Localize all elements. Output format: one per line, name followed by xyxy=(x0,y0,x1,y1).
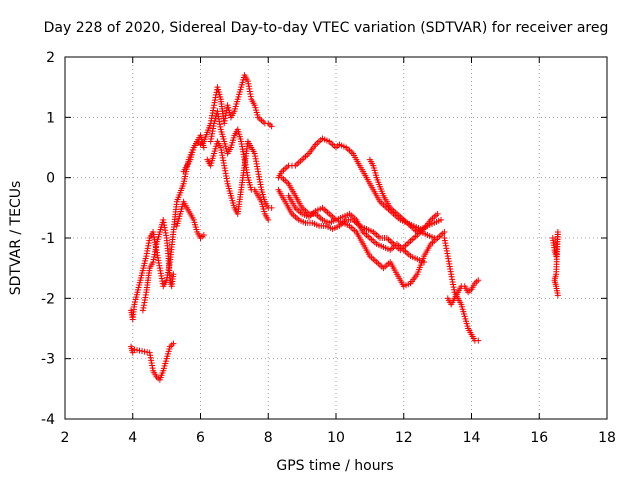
data-point xyxy=(268,123,275,130)
chart-title: Day 228 of 2020, Sidereal Day-to-day VTE… xyxy=(44,20,609,36)
y-tick-label: -1 xyxy=(41,231,55,247)
x-tick-label: 14 xyxy=(463,430,481,446)
data-point xyxy=(434,210,441,217)
x-tick-label: 2 xyxy=(61,430,70,446)
x-tick-label: 18 xyxy=(598,430,616,446)
data-point xyxy=(421,259,428,266)
plot-frame xyxy=(64,56,608,420)
x-tick-label: 6 xyxy=(196,430,205,446)
y-tick-label: 1 xyxy=(46,110,55,126)
y-tick-label: 2 xyxy=(46,50,55,66)
data-point xyxy=(170,340,177,347)
y-tick-label: -2 xyxy=(41,291,55,307)
data-point xyxy=(438,216,445,223)
y-axis-label: SDTVAR / TECUs xyxy=(8,181,24,296)
data-point xyxy=(441,228,448,235)
data-point xyxy=(265,216,272,223)
data-point xyxy=(268,204,275,211)
data-points xyxy=(128,72,561,383)
x-tick-label: 10 xyxy=(327,430,345,446)
y-tick-label: 0 xyxy=(46,171,55,187)
data-point xyxy=(133,347,140,354)
x-axis-label: GPS time / hours xyxy=(276,458,393,474)
x-tick-label: 12 xyxy=(395,430,413,446)
data-point xyxy=(144,349,151,356)
data-point xyxy=(475,337,482,344)
data-point xyxy=(200,144,207,151)
y-tick-label: -4 xyxy=(41,412,55,428)
data-point xyxy=(200,231,207,238)
x-tick-label: 8 xyxy=(264,430,273,446)
data-point xyxy=(554,292,561,299)
x-tick-label: 4 xyxy=(128,430,137,446)
grid xyxy=(65,57,607,419)
data-point xyxy=(139,348,146,355)
data-point xyxy=(129,349,136,356)
data-point xyxy=(141,348,148,355)
data-point xyxy=(131,346,138,353)
x-tick-label: 16 xyxy=(530,430,548,446)
data-point xyxy=(170,271,177,278)
data-point xyxy=(136,347,143,354)
data-point xyxy=(475,277,482,284)
y-tick-label: -3 xyxy=(41,352,55,368)
